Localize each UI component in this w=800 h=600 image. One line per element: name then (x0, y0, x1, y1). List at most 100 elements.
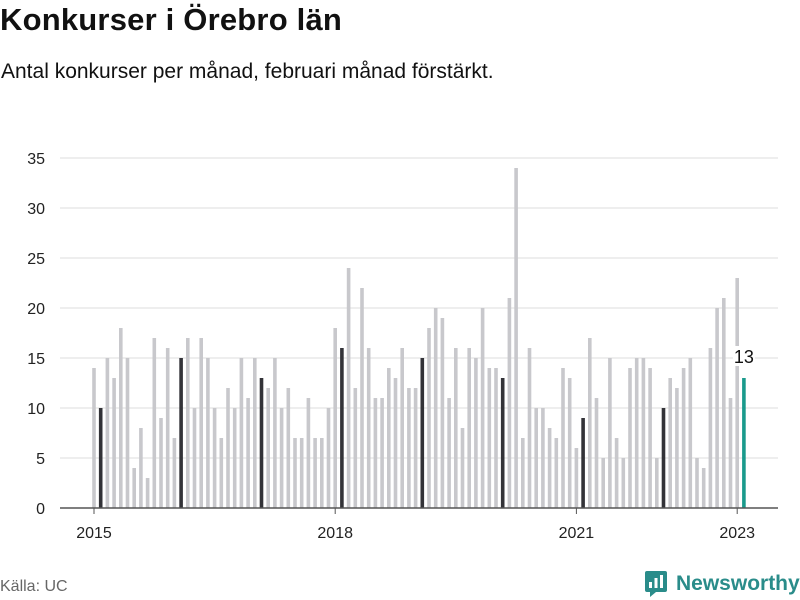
bar (715, 308, 719, 508)
bar (668, 378, 672, 508)
y-tick-label: 5 (36, 451, 45, 468)
bar-february (500, 378, 505, 508)
bar (400, 348, 404, 508)
y-tick-label: 30 (27, 201, 45, 218)
bar (433, 308, 438, 508)
y-tick-label: 10 (27, 401, 45, 418)
bar (380, 398, 384, 508)
bar-latest (742, 378, 746, 508)
page-subtitle: Antal konkurser per månad, februari måna… (1, 60, 494, 83)
bar (467, 348, 471, 508)
bar (608, 358, 612, 508)
x-tick-label: 2018 (317, 525, 353, 542)
bar (125, 358, 130, 508)
bar-february (259, 378, 264, 508)
bar (186, 338, 190, 508)
bar (534, 408, 538, 508)
bar (701, 468, 706, 508)
brand-logo[interactable]: Newsworthy (644, 568, 800, 600)
bar (273, 358, 277, 508)
bar (440, 318, 445, 508)
y-tick-label: 15 (27, 351, 45, 368)
bar (588, 338, 592, 508)
bar-february (581, 418, 585, 508)
bar-february (179, 358, 183, 508)
bar (547, 428, 552, 508)
bar (212, 408, 217, 508)
bar (621, 458, 626, 508)
bar (279, 408, 284, 508)
brand-name: Newsworthy (676, 572, 800, 595)
bar (554, 438, 559, 508)
bar (226, 388, 230, 508)
bar (722, 298, 726, 508)
bar-february (340, 348, 344, 508)
bar (139, 428, 143, 508)
y-tick-label: 25 (27, 251, 45, 268)
bar (105, 358, 110, 508)
x-tick-label: 2015 (76, 525, 112, 542)
annotation-latest-value: 13 (734, 347, 754, 367)
bar (387, 368, 391, 508)
bar (655, 458, 659, 508)
bar (521, 438, 525, 508)
bar (145, 478, 150, 508)
bar (527, 348, 532, 508)
y-tick-label: 35 (27, 151, 45, 168)
bar (688, 358, 693, 508)
bar (172, 438, 177, 508)
bar (353, 388, 358, 508)
bar-layer (92, 168, 746, 508)
bar (326, 408, 331, 508)
bar (333, 328, 337, 508)
bar (487, 368, 492, 508)
bar (346, 268, 351, 508)
x-tick-label: 2021 (559, 525, 595, 542)
y-tick-label: 20 (27, 301, 45, 318)
bar (159, 418, 163, 508)
bar-february (661, 408, 666, 508)
bar-february (420, 358, 425, 508)
bar (728, 398, 733, 508)
bar (132, 468, 136, 508)
bar (480, 308, 485, 508)
bar (648, 368, 652, 508)
bar (407, 388, 411, 508)
source-note: Källa: UC (0, 578, 68, 595)
bar (681, 368, 686, 508)
bar (112, 378, 116, 508)
bar (360, 288, 364, 508)
bar (320, 438, 324, 508)
page-title: Konkurser i Örebro län (0, 2, 343, 37)
bar (574, 448, 579, 508)
bar (293, 438, 297, 508)
bar (427, 328, 431, 508)
axis-layer (60, 507, 778, 514)
bar (641, 358, 646, 508)
bar (708, 348, 713, 508)
bar (119, 328, 123, 508)
bar (514, 168, 518, 508)
bar (219, 438, 224, 508)
bar (232, 408, 237, 508)
y-tick-label: 0 (36, 501, 45, 518)
bar (206, 358, 210, 508)
bar (735, 278, 739, 508)
bar (192, 408, 197, 508)
bar (601, 458, 605, 508)
bar (246, 398, 250, 508)
bar (313, 438, 317, 508)
bar-chart: 0 5 10 15 20 25 30 35 2015 2018 2021 2023 13 (27, 151, 778, 542)
bar (299, 438, 304, 508)
bar (239, 358, 244, 508)
bar (306, 398, 311, 508)
bar (494, 368, 498, 508)
bar (507, 298, 512, 508)
bar (199, 338, 203, 508)
bar (561, 368, 565, 508)
bar (165, 348, 170, 508)
bar (447, 398, 451, 508)
bar (460, 428, 465, 508)
bar (393, 378, 398, 508)
bar (253, 358, 257, 508)
